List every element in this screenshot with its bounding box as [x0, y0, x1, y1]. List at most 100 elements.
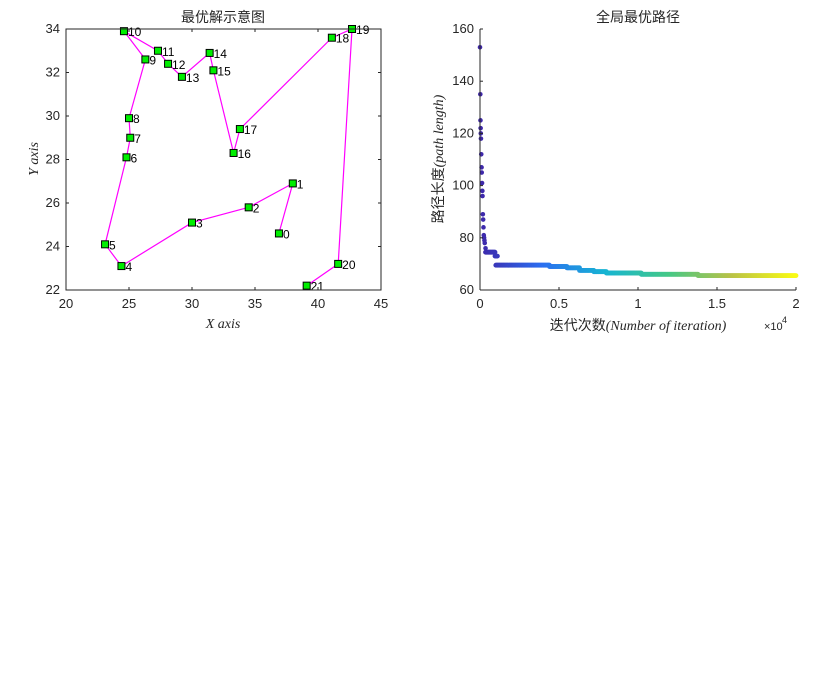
city-marker-3: [188, 218, 196, 227]
convergence-chart-title: 全局最优路径: [596, 9, 680, 26]
convergence-y-tick-label-160: 160: [452, 21, 474, 36]
city-label-21: 21: [311, 280, 325, 294]
route-x-tick-label-45: 45: [374, 296, 388, 311]
city-label-6: 6: [130, 151, 137, 165]
city-label-4: 4: [125, 260, 132, 274]
city-label-13: 13: [186, 71, 200, 85]
convergence-y-tick-label-120: 120: [452, 125, 474, 140]
convergence-point-8: [479, 170, 485, 175]
convergence-x-label: 迭代次数(Number of iteration): [550, 318, 727, 334]
route-chart: 最优解示意图 012345678910111213141516171819202…: [27, 9, 388, 332]
city-label-9: 9: [149, 53, 156, 67]
route-x-label: X axis: [205, 317, 241, 332]
city-label-11: 11: [162, 45, 175, 59]
convergence-y-tick-label-80: 80: [460, 230, 474, 245]
convergence-point-13: [480, 217, 486, 222]
convergence-point-11: [480, 193, 485, 199]
city-marker-18: [327, 33, 336, 42]
convergence-point-5: [478, 136, 484, 141]
city-marker-7: [126, 133, 135, 142]
convergence-y-label-en: (path length): [432, 94, 447, 167]
convergence-point-14: [481, 225, 486, 230]
city-label-2: 2: [253, 201, 260, 215]
convergence-x-tick-label-2: 1: [634, 296, 641, 311]
route-y-tick-label-24: 24: [46, 239, 60, 254]
convergence-point-12: [480, 212, 486, 217]
convergence-x-tick-label-1: 0.5: [550, 296, 568, 311]
convergence-point-9: [479, 180, 485, 186]
convergence-y-tick-label-60: 60: [460, 282, 474, 297]
route-lines: [104, 28, 353, 287]
route-x-tick-label-35: 35: [248, 296, 262, 311]
city-marker-11: [153, 46, 162, 55]
city-label-10: 10: [128, 25, 142, 39]
convergence-x-exponent-base: ×10: [764, 321, 783, 333]
city-marker-5: [101, 240, 110, 249]
city-label-15: 15: [217, 64, 231, 78]
convergence-x-ticks: 0 0.5 1 1.5 2: [476, 287, 800, 311]
convergence-y-tick-label-100: 100: [452, 178, 474, 193]
city-label-3: 3: [196, 217, 203, 231]
city-marker-20: [334, 259, 343, 268]
city-marker-17: [235, 125, 244, 134]
route-x-tick-label-20: 20: [59, 296, 73, 311]
city-label-5: 5: [109, 238, 116, 252]
city-marker-1: [288, 179, 297, 188]
city-marker-21: [302, 281, 311, 290]
city-marker-16: [229, 148, 238, 157]
convergence-x-tick-label-3: 1.5: [708, 296, 726, 311]
route-y-tick-label-34: 34: [46, 21, 60, 36]
convergence-points: [477, 44, 799, 278]
city-marker-8: [125, 114, 133, 123]
convergence-step-point-1-20: [495, 253, 500, 259]
route-x-ticks: 20 25 30 35 40 45: [59, 29, 388, 311]
city-marker-10: [119, 27, 128, 36]
convergence-x-exponent-power: 4: [782, 315, 787, 325]
city-marker-6: [122, 153, 131, 162]
city-marker-0: [274, 229, 283, 238]
convergence-point-19: [483, 245, 488, 251]
route-x-tick-label-25: 25: [122, 296, 136, 311]
city-marker-14: [205, 48, 214, 57]
city-marker-12: [164, 59, 173, 68]
convergence-x-label-cn: 迭代次数: [550, 318, 606, 334]
city-label-19: 19: [356, 23, 370, 37]
convergence-step-point-9-504: [793, 273, 799, 278]
route-y-label: Y axis: [27, 142, 42, 176]
convergence-x-tick-label-0: 0: [476, 296, 483, 311]
convergence-step-point-0-15: [492, 249, 498, 255]
convergence-y-label: 路径长度(path length): [431, 94, 447, 223]
city-marker-13: [177, 72, 186, 81]
convergence-point-18: [482, 240, 488, 246]
route-y-tick-label-22: 22: [46, 282, 60, 297]
city-label-7: 7: [134, 132, 141, 146]
convergence-x-label-en: (Number of iteration): [606, 319, 727, 334]
route-y-tick-label-28: 28: [46, 152, 60, 167]
city-label-8: 8: [133, 112, 140, 126]
route-y-tick-label-30: 30: [46, 108, 60, 123]
city-label-1: 1: [297, 177, 304, 191]
city-label-14: 14: [214, 47, 228, 61]
city-marker-2: [244, 203, 253, 212]
convergence-chart: 全局最优路径 0 0.5 1 1.5 2 60 80 100 120 140 160 迭代次数(N…: [431, 9, 800, 334]
route-path-line: [104, 28, 353, 287]
route-x-tick-label-40: 40: [311, 296, 325, 311]
convergence-y-ticks: 60 80 100 120 140 160: [452, 21, 483, 297]
convergence-point-3: [478, 125, 483, 131]
city-label-16: 16: [238, 147, 252, 161]
convergence-y-label-cn: 路径长度: [431, 167, 447, 223]
city-marker-15: [209, 66, 218, 75]
convergence-y-tick-label-140: 140: [452, 73, 474, 88]
route-y-tick-label-26: 26: [46, 195, 60, 210]
route-x-tick-label-30: 30: [185, 296, 199, 311]
city-marker-9: [141, 55, 150, 64]
city-marker-4: [117, 262, 126, 271]
route-y-tick-label-32: 32: [46, 65, 60, 80]
city-label-0: 0: [283, 227, 290, 241]
city-label-20: 20: [342, 258, 356, 272]
city-label-17: 17: [244, 123, 258, 137]
convergence-x-tick-label-4: 2: [792, 296, 799, 311]
city-label-18: 18: [336, 32, 350, 46]
